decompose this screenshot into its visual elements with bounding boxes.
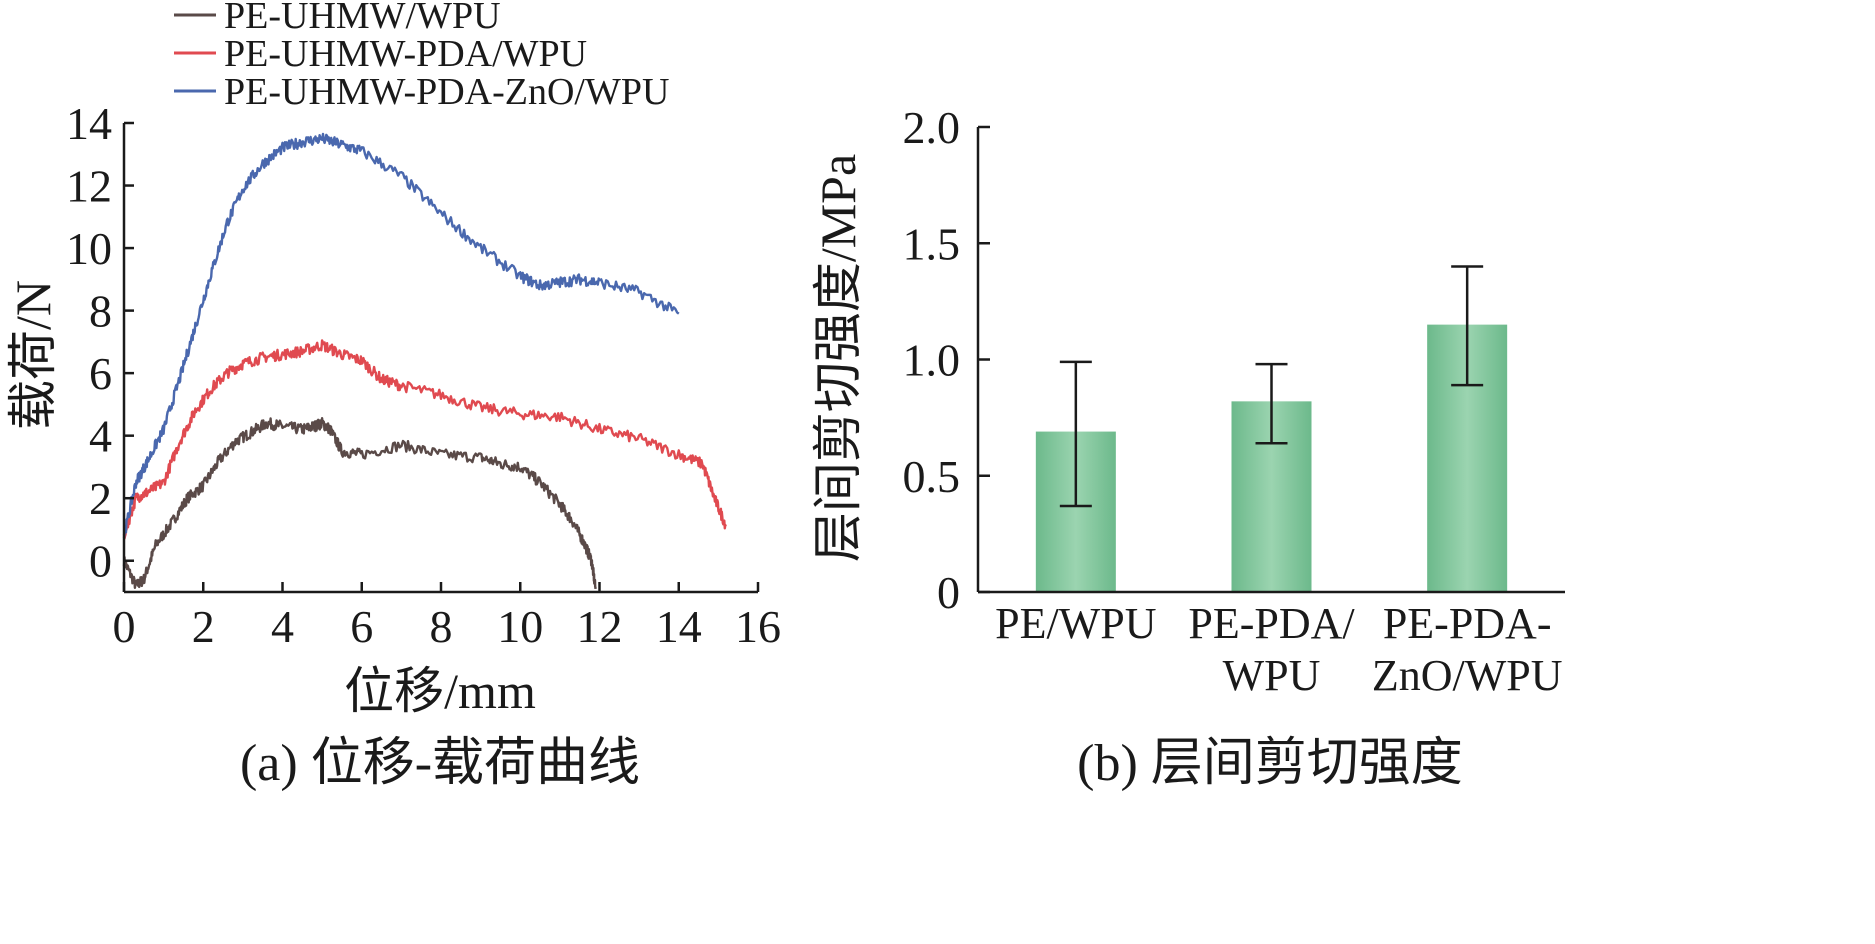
y-tick-label: 1.0: [903, 335, 961, 386]
displacement-load-chart: PE-UHMW/WPUPE-UHMW-PDA/WPUPE-UHMW-PDA-Zn…: [5, 0, 781, 792]
y-tick-label: 0: [937, 567, 960, 618]
y-tick-label: 2.0: [903, 102, 961, 153]
category-label-line: ZnO/WPU: [1372, 651, 1563, 700]
legend: PE-UHMW/WPUPE-UHMW-PDA/WPUPE-UHMW-PDA-Zn…: [174, 0, 669, 113]
y-tick-label: 8: [89, 286, 112, 337]
tick-labels: 0 2 4 6 8 10 12 14 16 0 2 4 6 8 10 12 14: [66, 98, 781, 652]
chart-caption: (b) 层间剪切强度: [1077, 735, 1463, 792]
y-tick-label: 2: [89, 473, 112, 524]
x-tick-label: 14: [656, 601, 702, 652]
y-tick-label: 1.5: [903, 218, 961, 269]
legend-label: PE-UHMW-PDA-ZnO/WPU: [224, 71, 669, 113]
x-tick-label: 2: [192, 601, 215, 652]
category-label-line: PE/WPU: [995, 599, 1156, 648]
category-label-line: PE-PDA/: [1188, 599, 1355, 648]
x-tick-label: 12: [577, 601, 623, 652]
legend-label: PE-UHMW-PDA/WPU: [224, 33, 587, 75]
y-tick-label: 6: [89, 348, 112, 399]
category-label-line: WPU: [1223, 651, 1321, 700]
category-label: PE-PDA/WPU: [1188, 599, 1355, 700]
axes: [122, 121, 760, 594]
x-tick-label: 10: [497, 601, 543, 652]
series-line-1: [122, 339, 727, 540]
x-tick-label: 0: [113, 601, 136, 652]
y-tick-label: 0.5: [903, 451, 961, 502]
y-tick-label: 14: [66, 98, 112, 149]
category-label: PE/WPU: [995, 599, 1156, 648]
x-axis-label: 位移/mm: [344, 663, 536, 719]
interlaminar-shear-strength-chart: 00.51.01.52.0 PE/WPU PE-PDA/WPUPE-PDA-ZnO…: [810, 102, 1565, 792]
category-label: PE-PDA-ZnO/WPU: [1372, 599, 1563, 700]
y-tick-label: 12: [66, 161, 112, 212]
legend-label: PE-UHMW/WPU: [224, 0, 501, 37]
x-tick-label: 8: [430, 601, 453, 652]
x-tick-label: 4: [271, 601, 294, 652]
tick-labels: 0 0.5 1.0 1.5 2.0: [903, 102, 961, 618]
series-lines: [122, 132, 727, 589]
x-tick-label: 16: [735, 601, 781, 652]
series-line-2: [122, 132, 680, 539]
axes: [976, 125, 1565, 594]
y-tick-label: 10: [66, 223, 112, 274]
category-label-line: PE-PDA-: [1383, 599, 1552, 648]
error-bars: [1059, 265, 1484, 508]
chart-caption: (a) 位移-载荷曲线: [240, 735, 640, 792]
y-axis-label: 层间剪切强度/MPa: [810, 154, 866, 562]
x-tick-label: 6: [350, 601, 373, 652]
y-axis-label: 载荷/N: [5, 280, 61, 430]
y-tick-label: 0: [89, 536, 112, 587]
series-line-0: [122, 417, 597, 589]
y-tick-label: 4: [89, 411, 112, 462]
